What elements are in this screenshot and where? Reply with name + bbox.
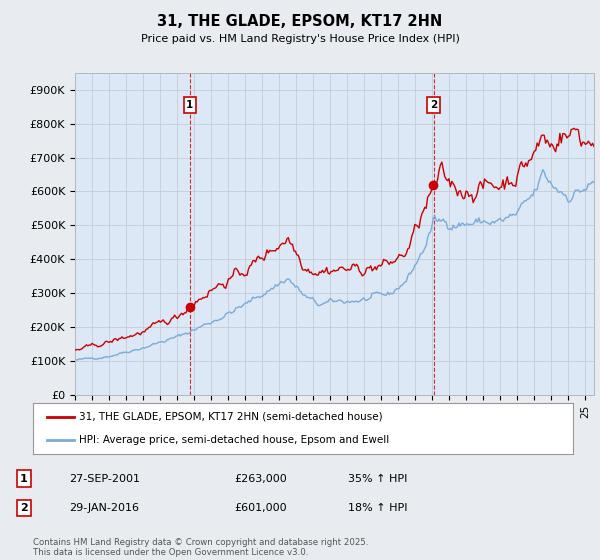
Text: 2: 2	[20, 503, 28, 513]
Text: 31, THE GLADE, EPSOM, KT17 2HN: 31, THE GLADE, EPSOM, KT17 2HN	[157, 14, 443, 29]
Text: 1: 1	[20, 474, 28, 484]
Text: Contains HM Land Registry data © Crown copyright and database right 2025.
This d: Contains HM Land Registry data © Crown c…	[33, 538, 368, 557]
Text: 1: 1	[186, 100, 193, 110]
Text: £601,000: £601,000	[234, 503, 287, 513]
Text: 27-SEP-2001: 27-SEP-2001	[69, 474, 140, 484]
Text: HPI: Average price, semi-detached house, Epsom and Ewell: HPI: Average price, semi-detached house,…	[79, 435, 389, 445]
Text: £263,000: £263,000	[234, 474, 287, 484]
Text: 29-JAN-2016: 29-JAN-2016	[69, 503, 139, 513]
Text: 35% ↑ HPI: 35% ↑ HPI	[348, 474, 407, 484]
Text: 18% ↑ HPI: 18% ↑ HPI	[348, 503, 407, 513]
Text: 31, THE GLADE, EPSOM, KT17 2HN (semi-detached house): 31, THE GLADE, EPSOM, KT17 2HN (semi-det…	[79, 412, 383, 422]
Text: 2: 2	[430, 100, 437, 110]
Text: Price paid vs. HM Land Registry's House Price Index (HPI): Price paid vs. HM Land Registry's House …	[140, 34, 460, 44]
